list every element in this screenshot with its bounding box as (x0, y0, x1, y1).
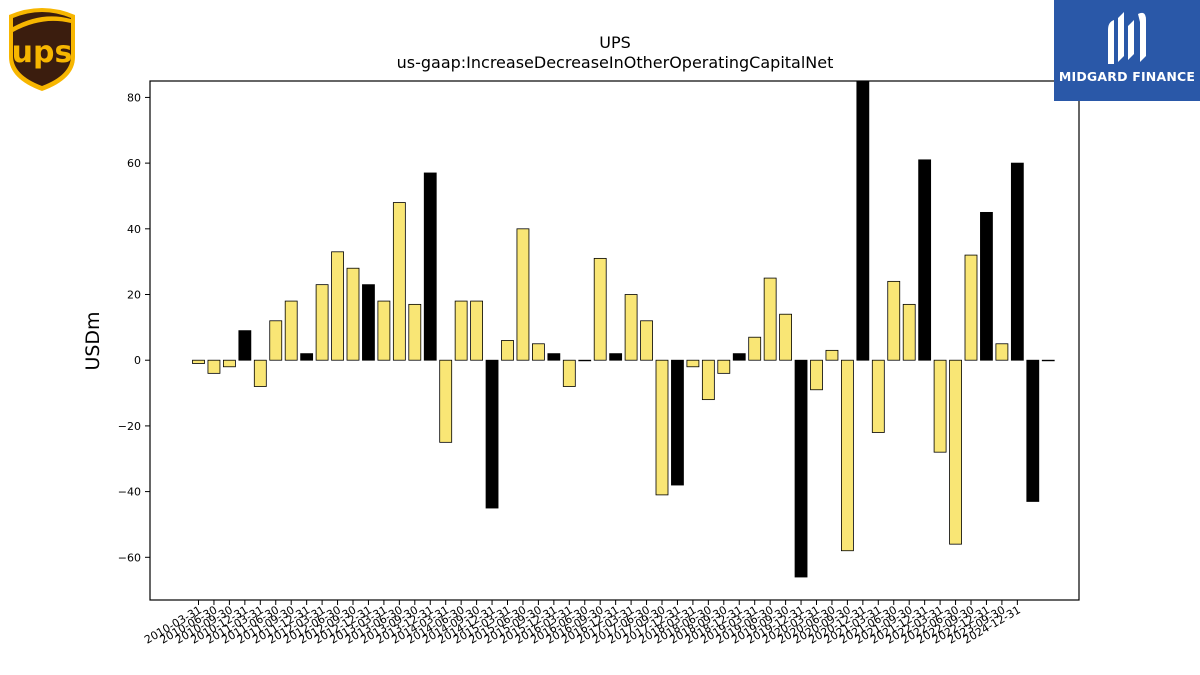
ups-shield-swoosh (13, 16, 71, 32)
bar (1026, 359, 1040, 502)
bar (392, 202, 406, 361)
bar (331, 251, 344, 361)
bar (825, 349, 839, 361)
y-tick-label: 20 (127, 289, 141, 302)
bar (269, 320, 283, 361)
bar (701, 359, 715, 401)
bars-group (192, 80, 1055, 578)
bar (918, 159, 932, 361)
bar (841, 359, 854, 552)
bar (454, 300, 468, 361)
bar (516, 228, 530, 361)
y-tick-label: 60 (127, 157, 141, 170)
bar (207, 359, 221, 374)
bar (964, 254, 978, 361)
bar (423, 172, 437, 361)
bar (995, 343, 1009, 361)
y-tick-label: −40 (118, 486, 141, 499)
chart-subtitle: us-gaap:IncreaseDecreaseInOtherOperating… (397, 53, 834, 72)
bar (810, 359, 823, 391)
bar (609, 353, 623, 361)
bar (732, 353, 746, 361)
bar (501, 340, 514, 361)
bar (222, 359, 236, 368)
midgard-mark-icon (1108, 12, 1146, 64)
bar (253, 359, 267, 387)
bar (485, 359, 499, 509)
ups-logo: ups (5, 5, 79, 93)
bar (871, 359, 885, 433)
bar (315, 284, 329, 361)
y-tick-label: −60 (118, 551, 141, 564)
bar (902, 303, 916, 361)
bar (717, 359, 731, 374)
bar (856, 80, 870, 361)
bar (686, 359, 700, 368)
bar (346, 267, 360, 361)
bar (671, 359, 684, 486)
bar (408, 303, 422, 361)
y-tick-label: −20 (118, 420, 141, 433)
bar (1010, 162, 1024, 361)
bar (470, 300, 484, 361)
bar (655, 359, 669, 496)
bar (362, 284, 375, 361)
chart-title: UPS (599, 33, 631, 52)
bar (763, 277, 777, 361)
bar (593, 257, 607, 361)
bar (887, 280, 901, 361)
bar (933, 359, 947, 453)
midgard-logo-text: MIDGARD FINANCE (1058, 69, 1196, 84)
midgard-finance-logo: MIDGARD FINANCE (1054, 0, 1200, 101)
y-tick-label: 0 (134, 354, 141, 367)
bar (624, 294, 638, 361)
bar (1041, 359, 1055, 362)
bar (748, 336, 762, 361)
x-axis-ticks: 2010-03-312010-06-302010-09-302010-12-31… (142, 600, 1023, 647)
bar (192, 359, 205, 364)
bar (562, 359, 576, 387)
y-axis-ticks: −60 −40 −20 0 20 40 60 80 (118, 91, 150, 564)
ups-shield-inner (13, 12, 71, 86)
ups-logo-text: ups (12, 35, 73, 70)
bar (238, 330, 252, 361)
plot-frame (149, 80, 1080, 601)
bar (532, 343, 545, 361)
bar (284, 300, 298, 361)
y-tick-label: 80 (127, 91, 141, 104)
bar (300, 353, 314, 361)
y-axis-label: USDm (82, 311, 104, 370)
bar (439, 359, 453, 443)
bar (640, 320, 653, 361)
bar (578, 359, 592, 362)
y-tick-label: 40 (127, 223, 141, 236)
bar (980, 211, 993, 361)
bar (949, 359, 962, 545)
bar (779, 313, 792, 361)
bar (377, 300, 391, 361)
bar (794, 359, 808, 578)
bar (547, 353, 561, 361)
